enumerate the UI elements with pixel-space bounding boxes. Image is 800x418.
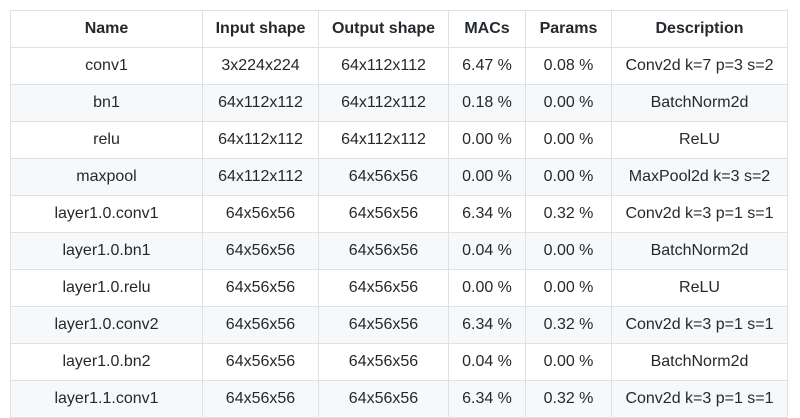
cell-params: 0.00 % <box>525 269 612 307</box>
cell-output-shape: 64x56x56 <box>318 306 449 344</box>
header-input-shape: Input shape <box>202 10 319 48</box>
cell-name: conv1 <box>10 47 203 85</box>
table-row: layer1.0.conv1 64x56x56 64x56x56 6.34 % … <box>10 195 788 233</box>
layer-stats-table: Name Input shape Output shape MACs Param… <box>10 10 788 418</box>
cell-output-shape: 64x56x56 <box>318 343 449 381</box>
cell-description: Conv2d k=3 p=1 s=1 <box>611 380 788 418</box>
header-row: Name Input shape Output shape MACs Param… <box>10 10 788 48</box>
cell-input-shape: 64x112x112 <box>202 121 319 159</box>
cell-macs: 6.47 % <box>448 47 526 85</box>
cell-input-shape: 64x56x56 <box>202 232 319 270</box>
cell-params: 0.00 % <box>525 232 612 270</box>
cell-params: 0.00 % <box>525 343 612 381</box>
header-description: Description <box>611 10 788 48</box>
cell-input-shape: 3x224x224 <box>202 47 319 85</box>
cell-output-shape: 64x56x56 <box>318 269 449 307</box>
cell-name: relu <box>10 121 203 159</box>
table-row: relu 64x112x112 64x112x112 0.00 % 0.00 %… <box>10 121 788 159</box>
cell-name: bn1 <box>10 84 203 122</box>
header-name: Name <box>10 10 203 48</box>
cell-input-shape: 64x56x56 <box>202 195 319 233</box>
cell-description: ReLU <box>611 269 788 307</box>
table-row: bn1 64x112x112 64x112x112 0.18 % 0.00 % … <box>10 84 788 122</box>
cell-name: layer1.0.bn2 <box>10 343 203 381</box>
header-output-shape: Output shape <box>318 10 449 48</box>
cell-macs: 6.34 % <box>448 380 526 418</box>
cell-macs: 0.04 % <box>448 343 526 381</box>
cell-output-shape: 64x56x56 <box>318 158 449 196</box>
header-params: Params <box>525 10 612 48</box>
table-row: layer1.0.relu 64x56x56 64x56x56 0.00 % 0… <box>10 269 788 307</box>
cell-macs: 6.34 % <box>448 306 526 344</box>
cell-name: layer1.0.conv2 <box>10 306 203 344</box>
cell-output-shape: 64x112x112 <box>318 47 449 85</box>
cell-name: layer1.0.conv1 <box>10 195 203 233</box>
cell-description: Conv2d k=3 p=1 s=1 <box>611 306 788 344</box>
cell-params: 0.08 % <box>525 47 612 85</box>
cell-input-shape: 64x56x56 <box>202 306 319 344</box>
cell-description: MaxPool2d k=3 s=2 <box>611 158 788 196</box>
table-row: layer1.0.conv2 64x56x56 64x56x56 6.34 % … <box>10 306 788 344</box>
cell-description: BatchNorm2d <box>611 343 788 381</box>
cell-macs: 0.18 % <box>448 84 526 122</box>
cell-output-shape: 64x56x56 <box>318 232 449 270</box>
cell-macs: 0.04 % <box>448 232 526 270</box>
cell-macs: 0.00 % <box>448 269 526 307</box>
cell-macs: 0.00 % <box>448 158 526 196</box>
table-row: conv1 3x224x224 64x112x112 6.47 % 0.08 %… <box>10 47 788 85</box>
layer-stats-table-container: Name Input shape Output shape MACs Param… <box>10 10 788 418</box>
cell-input-shape: 64x56x56 <box>202 380 319 418</box>
cell-params: 0.00 % <box>525 121 612 159</box>
cell-output-shape: 64x56x56 <box>318 380 449 418</box>
table-row: layer1.1.conv1 64x56x56 64x56x56 6.34 % … <box>10 380 788 418</box>
cell-description: Conv2d k=3 p=1 s=1 <box>611 195 788 233</box>
cell-input-shape: 64x56x56 <box>202 269 319 307</box>
cell-name: layer1.1.conv1 <box>10 380 203 418</box>
cell-output-shape: 64x112x112 <box>318 84 449 122</box>
cell-input-shape: 64x112x112 <box>202 84 319 122</box>
cell-params: 0.32 % <box>525 306 612 344</box>
cell-macs: 6.34 % <box>448 195 526 233</box>
cell-output-shape: 64x112x112 <box>318 121 449 159</box>
cell-name: layer1.0.bn1 <box>10 232 203 270</box>
table-body: conv1 3x224x224 64x112x112 6.47 % 0.08 %… <box>10 47 788 418</box>
cell-macs: 0.00 % <box>448 121 526 159</box>
cell-params: 0.00 % <box>525 158 612 196</box>
cell-input-shape: 64x112x112 <box>202 158 319 196</box>
cell-description: Conv2d k=7 p=3 s=2 <box>611 47 788 85</box>
cell-output-shape: 64x56x56 <box>318 195 449 233</box>
table-row: layer1.0.bn1 64x56x56 64x56x56 0.04 % 0.… <box>10 232 788 270</box>
cell-params: 0.32 % <box>525 380 612 418</box>
table-row: maxpool 64x112x112 64x56x56 0.00 % 0.00 … <box>10 158 788 196</box>
cell-name: maxpool <box>10 158 203 196</box>
cell-description: ReLU <box>611 121 788 159</box>
table-header: Name Input shape Output shape MACs Param… <box>10 10 788 48</box>
cell-params: 0.00 % <box>525 84 612 122</box>
cell-description: BatchNorm2d <box>611 232 788 270</box>
cell-params: 0.32 % <box>525 195 612 233</box>
header-macs: MACs <box>448 10 526 48</box>
cell-description: BatchNorm2d <box>611 84 788 122</box>
cell-input-shape: 64x56x56 <box>202 343 319 381</box>
table-row: layer1.0.bn2 64x56x56 64x56x56 0.04 % 0.… <box>10 343 788 381</box>
cell-name: layer1.0.relu <box>10 269 203 307</box>
